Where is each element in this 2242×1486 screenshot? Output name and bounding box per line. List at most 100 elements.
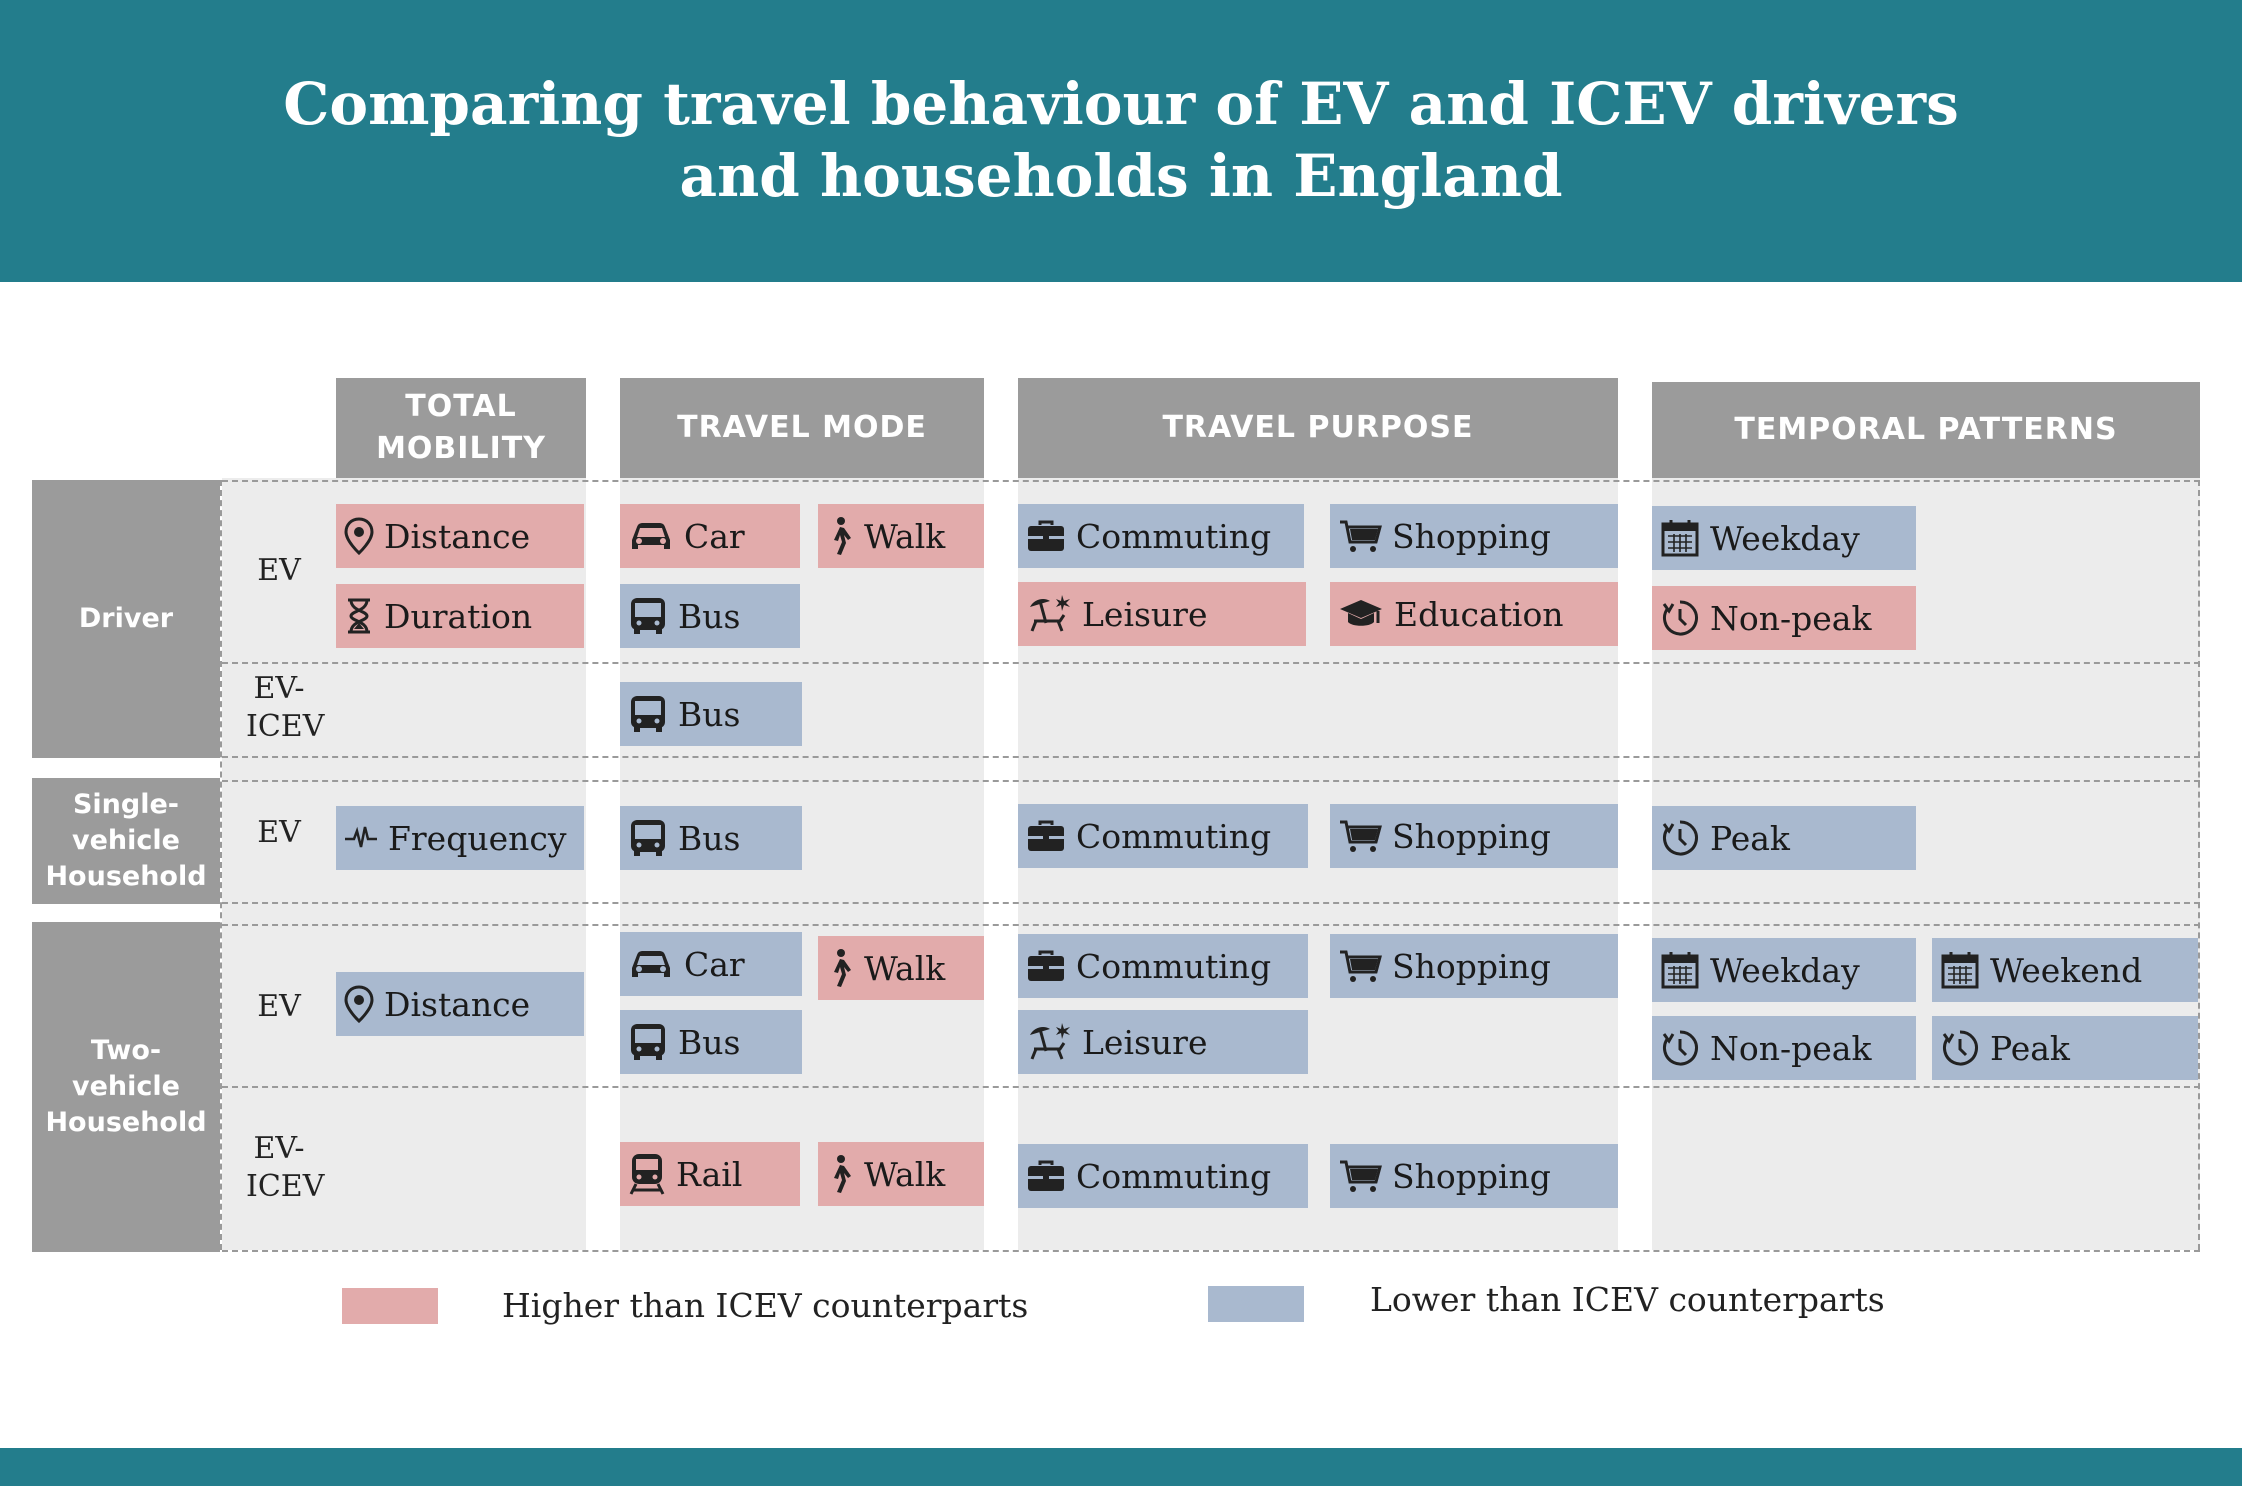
tag-two-ev-weekday: Weekday xyxy=(1652,938,1916,1002)
tag-two-ev-car: Car xyxy=(620,932,802,996)
car-icon xyxy=(632,523,670,549)
tag-label: Frequency xyxy=(388,818,567,858)
footer-bar xyxy=(0,1448,2242,1486)
tag-driver-ev-nonpeak: Non-peak xyxy=(1652,586,1916,650)
grid-line xyxy=(222,780,2200,782)
clock-icon xyxy=(1662,600,1698,636)
sublabel-driver-ev: EV xyxy=(257,553,301,588)
tag-two-ev-walk: Walk xyxy=(818,936,984,1000)
graduation-cap-icon xyxy=(1340,600,1382,626)
tag-two-evicev-shopping: Shopping xyxy=(1330,1144,1618,1208)
tag-label: Leisure xyxy=(1082,594,1208,634)
tag-label: Peak xyxy=(1710,818,1790,858)
briefcase-icon xyxy=(1028,520,1064,551)
tag-two-ev-bus: Bus xyxy=(620,1010,802,1074)
row-header-driver: Driver xyxy=(32,480,220,758)
column-header-temporal-patterns: TEMPORAL PATTERNS xyxy=(1652,382,2200,478)
tag-label: Commuting xyxy=(1076,816,1272,856)
tag-driver-evicev-bus: Bus xyxy=(620,682,802,746)
title-banner xyxy=(0,0,2242,282)
shopping-cart-icon xyxy=(1340,950,1382,982)
tag-driver-ev-shopping: Shopping xyxy=(1330,504,1618,568)
tag-label: Commuting xyxy=(1076,516,1272,556)
tag-label: Distance xyxy=(384,984,531,1024)
train-icon xyxy=(629,1154,665,1195)
tag-driver-ev-car: Car xyxy=(620,504,800,568)
tag-label: Walk xyxy=(864,948,946,988)
tag-label: Shopping xyxy=(1392,1156,1551,1196)
tag-single-ev-bus: Bus xyxy=(620,806,802,870)
row-header-two-vehicle: Two-vehicle Household xyxy=(32,922,220,1252)
tag-label: Car xyxy=(684,516,745,556)
column-header-travel-purpose: TRAVEL PURPOSE xyxy=(1018,378,1618,478)
column-header-travel-mode: TRAVEL MODE xyxy=(620,378,984,478)
shopping-cart-icon xyxy=(1340,520,1382,552)
beach-chair-icon xyxy=(1030,1023,1070,1060)
tag-label: Car xyxy=(684,944,745,984)
tag-label: Non-peak xyxy=(1710,1028,1872,1068)
tag-driver-ev-walk: Walk xyxy=(818,504,984,568)
tag-label: Rail xyxy=(676,1154,743,1194)
tag-label: Shopping xyxy=(1392,816,1551,856)
tag-label: Leisure xyxy=(1082,1022,1208,1062)
walking-person-icon xyxy=(834,517,851,555)
title-line-2: and households in England xyxy=(679,142,1563,210)
tag-label: Education xyxy=(1394,594,1564,634)
tag-label: Walk xyxy=(864,516,946,556)
tag-label: Bus xyxy=(678,694,741,734)
location-pin-icon xyxy=(344,985,374,1023)
beach-chair-icon xyxy=(1030,595,1070,632)
tag-label: Commuting xyxy=(1076,1156,1272,1196)
tag-label: Shopping xyxy=(1392,516,1551,556)
tag-label: Shopping xyxy=(1392,946,1551,986)
tag-two-ev-peak: Peak xyxy=(1932,1016,2198,1080)
car-icon xyxy=(632,951,670,977)
panel-sublabels xyxy=(222,478,336,1250)
tag-two-ev-leisure: Leisure xyxy=(1018,1010,1308,1074)
row-header-single-vehicle: Single-vehicle Household xyxy=(32,778,220,904)
tag-driver-ev-education: Education xyxy=(1330,582,1618,646)
tag-label: Bus xyxy=(678,596,741,636)
column-header-total-mobility: TOTAL MOBILITY xyxy=(336,378,586,478)
grid-line xyxy=(222,480,2200,482)
clock-icon xyxy=(1662,820,1698,856)
grid-line xyxy=(222,924,2200,926)
tag-label: Commuting xyxy=(1076,946,1272,986)
grid-line xyxy=(222,756,2200,758)
bus-icon xyxy=(631,598,665,634)
tag-label: Weekend xyxy=(1990,950,2143,990)
tag-single-ev-commuting: Commuting xyxy=(1018,804,1308,868)
shopping-cart-icon xyxy=(1340,1160,1382,1192)
shopping-cart-icon xyxy=(1340,820,1382,852)
grid-line xyxy=(222,1250,2200,1252)
tag-label: Non-peak xyxy=(1710,598,1872,638)
tag-driver-ev-distance: Distance xyxy=(336,504,584,568)
tag-two-ev-weekend: Weekend xyxy=(1932,938,2198,1002)
tag-two-evicev-commuting: Commuting xyxy=(1018,1144,1308,1208)
calendar-icon xyxy=(1941,952,1979,989)
bus-icon xyxy=(631,696,665,732)
tag-single-ev-peak: Peak xyxy=(1652,806,1916,870)
tag-driver-ev-weekday: Weekday xyxy=(1652,506,1916,570)
tag-two-ev-commuting: Commuting xyxy=(1018,934,1308,998)
tag-label: Weekday xyxy=(1710,950,1860,990)
tag-two-ev-nonpeak: Non-peak xyxy=(1652,1016,1916,1080)
bus-icon xyxy=(631,1024,665,1060)
pulse-icon xyxy=(345,826,377,848)
tag-two-ev-shopping: Shopping xyxy=(1330,934,1618,998)
briefcase-icon xyxy=(1028,1160,1064,1191)
sublabel-two-ev-icev: EV-ICEV xyxy=(246,1131,325,1204)
calendar-icon xyxy=(1661,952,1699,989)
tag-label: Walk xyxy=(864,1154,946,1194)
tag-label: Bus xyxy=(678,818,741,858)
calendar-icon xyxy=(1661,520,1699,557)
tag-label: Bus xyxy=(678,1022,741,1062)
legend-label-lower: Lower than ICEV counterparts xyxy=(1370,1280,1885,1319)
tag-driver-ev-duration: Duration xyxy=(336,584,584,648)
grid-line xyxy=(222,1086,2200,1088)
clock-icon xyxy=(1942,1030,1978,1066)
tag-label: Distance xyxy=(384,516,531,556)
sublabel-driver-ev-icev: EV-ICEV xyxy=(246,671,325,744)
walking-person-icon xyxy=(834,1155,851,1193)
legend-swatch-lower xyxy=(1208,1286,1304,1322)
